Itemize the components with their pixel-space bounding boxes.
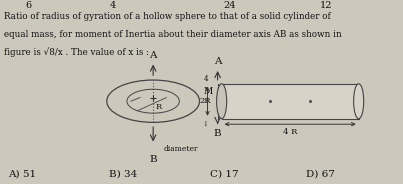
Text: 4: 4 — [203, 75, 208, 83]
Text: B) 34: B) 34 — [109, 169, 137, 178]
Text: C) 17: C) 17 — [210, 169, 238, 178]
Text: B: B — [150, 155, 157, 164]
Text: 4 R: 4 R — [283, 128, 297, 135]
Text: figure is √8/x . The value of x is :: figure is √8/x . The value of x is : — [4, 48, 149, 57]
Text: 24: 24 — [223, 1, 236, 10]
Text: 6: 6 — [25, 1, 31, 10]
Bar — [222, 84, 359, 119]
Text: diameter: diameter — [163, 145, 198, 153]
Text: B: B — [214, 129, 221, 138]
Text: Ratio of radius of gyration of a hollow sphere to that of a solid cylinder of: Ratio of radius of gyration of a hollow … — [4, 12, 331, 21]
Text: 4: 4 — [110, 1, 116, 10]
Text: equal mass, for moment of Inertia about their diameter axis AB as shown in: equal mass, for moment of Inertia about … — [4, 30, 342, 39]
Text: A: A — [214, 57, 221, 66]
Text: A) 51: A) 51 — [8, 169, 36, 178]
Ellipse shape — [353, 84, 364, 119]
Text: ↓: ↓ — [203, 120, 208, 128]
Text: R: R — [155, 103, 162, 111]
Text: D) 67: D) 67 — [306, 169, 335, 178]
Text: M: M — [204, 87, 213, 95]
Text: A: A — [150, 51, 157, 60]
Ellipse shape — [217, 84, 226, 119]
Text: 2R: 2R — [200, 97, 211, 105]
Text: 12: 12 — [320, 1, 333, 10]
